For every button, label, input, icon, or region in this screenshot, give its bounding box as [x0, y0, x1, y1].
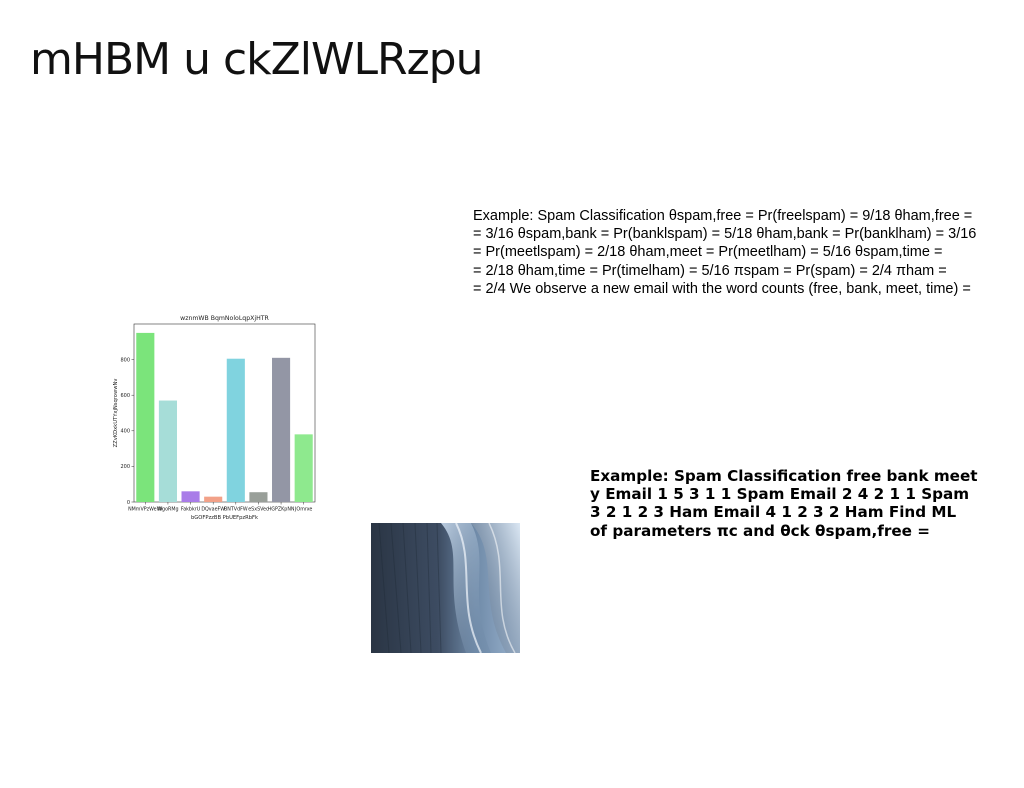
- bar: [226, 358, 245, 502]
- bar-chart: wznmWB BqmNoloLqpXjHTR 0 200 400 600 800 ZZvKD…: [110, 310, 330, 530]
- bar: [181, 491, 200, 502]
- bar: [294, 434, 313, 502]
- bar: [204, 496, 223, 502]
- plot-frame: [133, 323, 316, 503]
- bold-text-line: of parameters πc and θck θspam,free =: [590, 521, 930, 540]
- bar: [249, 492, 268, 502]
- abstract-photo: [371, 523, 520, 653]
- x-tick-label: FakbkrU: [181, 507, 201, 513]
- y-tick-label: 600: [120, 393, 130, 399]
- x-tick-label: eSxSVec: [248, 507, 269, 513]
- bold-text-line: y Email 1 5 3 1 1 Spam Email 2 4 2 1 1 S…: [590, 485, 970, 504]
- x-tick-label: JOmrxe: [294, 507, 312, 513]
- x-tick-label: DQvaeFW: [201, 507, 225, 513]
- text-line: = 3/16 θspam,bank = Pr(banklspam) = 5/18…: [473, 226, 977, 243]
- chart-title: wznmWB BqmNoloLqpXjHTR: [180, 315, 269, 322]
- x-tick-label: HGPZKpNN: [268, 507, 295, 513]
- example-text-block: Example: Spam Classification θspam,free …: [473, 207, 1024, 298]
- text-line: = Pr(meetlspam) = 2/18 θham,meet = Pr(me…: [473, 244, 943, 261]
- y-axis-label: ZZvKDxkUTYxjNsqrowwNv: [113, 379, 119, 448]
- y-tick-label: 0: [127, 500, 130, 506]
- y-tick-label: 400: [120, 429, 130, 435]
- text-line: = 2/18 θham,time = Pr(timelham) = 5/16 π…: [473, 262, 947, 279]
- y-tick-label: 200: [120, 464, 130, 470]
- slide-title: mHBM u ckZlWLRzpu: [30, 34, 483, 85]
- y-tick-label: 800: [120, 357, 130, 363]
- bold-text-line: Example: Spam Classification free bank m…: [590, 467, 978, 485]
- x-tick-label: BNTVdFW: [224, 507, 248, 513]
- example-bold-text-block: Example: Spam Classification free bank m…: [590, 467, 1010, 540]
- x-axis-label: bGOFPzzBB PbUEFpzRbFk: [191, 515, 258, 521]
- bar: [136, 332, 155, 502]
- bar: [158, 400, 177, 502]
- bar-chart-svg: wznmWB BqmNoloLqpXjHTR 0 200 400 600 800 ZZvKD…: [113, 315, 316, 521]
- bar: [272, 357, 291, 502]
- x-tick-label: NMmVPzWeWi: [128, 507, 162, 513]
- bold-text-line: 3 2 1 2 3 Ham Email 4 1 2 3 2 Ham Find M…: [590, 503, 957, 522]
- x-tick-label: WgoRMg: [157, 507, 178, 513]
- text-line: = 2/4 We observe a new email with the wo…: [473, 280, 971, 297]
- text-line: Example: Spam Classification θspam,free …: [473, 208, 973, 224]
- abstract-photo-image: [371, 523, 520, 653]
